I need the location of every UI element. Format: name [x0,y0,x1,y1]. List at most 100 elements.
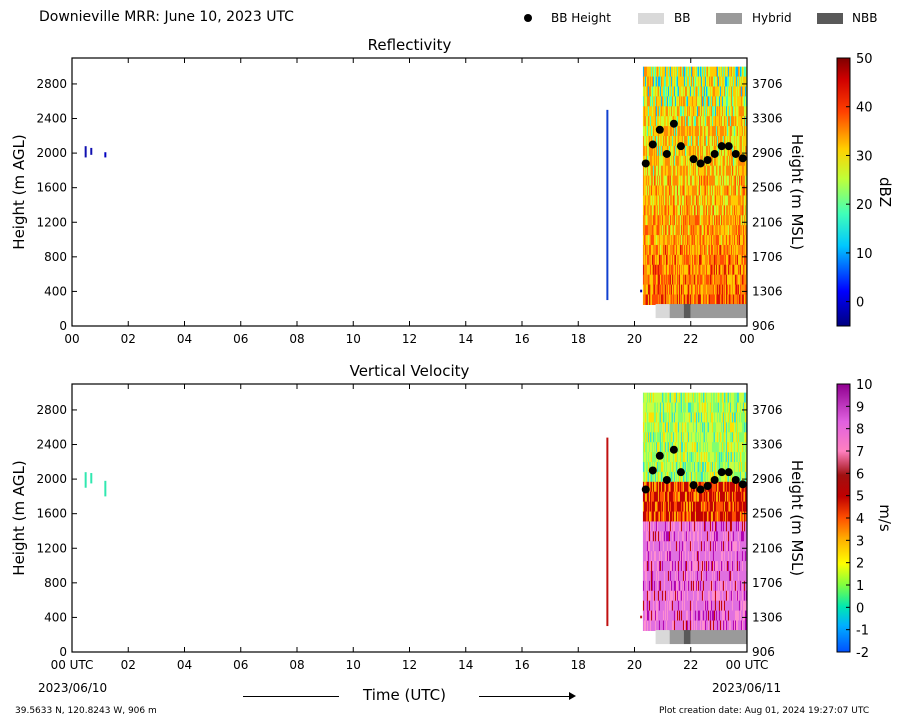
field-cell [662,145,664,157]
field-cell [692,235,694,246]
field-cell [733,274,735,286]
field-cell [716,126,718,137]
field-cell [666,284,668,296]
field-cell [697,620,699,631]
field-cell [696,264,698,276]
field-cell [733,165,735,177]
field-cell [648,175,650,187]
field-cell [678,155,680,167]
field-cell [688,195,690,206]
field-cell [692,145,694,157]
field-cell [656,195,658,206]
field-cell [692,76,694,88]
field-cell [649,244,651,256]
field-cell [724,264,726,276]
field-cell [680,580,682,592]
field-cell [714,244,716,256]
field-cell [706,461,708,473]
field-cell [712,175,714,187]
field-cell [697,461,699,473]
field-cell [645,491,647,503]
field-cell [669,452,671,463]
field-cell [665,235,667,246]
field-cell [708,205,710,216]
field-cell [710,561,712,572]
field-cell [665,392,667,404]
field-cell [688,244,690,256]
field-cell [695,66,697,78]
field-cell [721,66,723,78]
field-cell [656,215,658,226]
field-cell [692,491,694,503]
field-cell [732,570,734,582]
field-cell [744,422,746,433]
field-cell [735,135,737,147]
field-cell [645,145,647,157]
field-cell [684,501,686,513]
field-cell [717,392,719,404]
field-cell [672,86,674,97]
field-cell [687,244,689,256]
field-cell [669,195,671,206]
field-cell [704,66,706,78]
field-cell [691,86,693,97]
field-cell [692,501,694,513]
field-cell [662,254,664,266]
field-cell [737,96,739,107]
field-cell [725,570,727,582]
field-cell [735,511,737,523]
field-cell [728,76,730,88]
field-cell [651,106,653,117]
field-cell [663,185,665,197]
field-cell [721,551,723,562]
field-cell [744,175,746,187]
field-cell [656,432,658,443]
field-cell [718,481,720,493]
field-cell [661,412,663,423]
field-cell [724,254,726,266]
field-cell [709,284,711,296]
field-cell [650,175,652,187]
field-cell [656,135,658,147]
field-cell [725,590,727,602]
field-cell [655,185,657,197]
field-cell [653,185,655,197]
field-cell [654,254,656,266]
field-cell [651,511,653,523]
field-cell [649,215,651,226]
field-cell [656,402,658,414]
field-cell [725,294,727,305]
field-cell [719,294,721,305]
field-cell [711,531,713,542]
field-cell [736,501,738,513]
field-cell [711,235,713,246]
field-cell [695,432,697,443]
field-cell [730,620,732,631]
field-cell [683,165,685,177]
field-cell [648,165,650,177]
field-cell [643,412,645,423]
field-cell [715,294,717,305]
field-cell [674,620,676,631]
field-cell [743,610,745,622]
field-cell [697,580,699,592]
field-cell [682,570,684,582]
field-cell [650,521,652,532]
field-cell [658,76,660,88]
field-cell [721,620,723,631]
field-cell [719,165,721,177]
field-cell [659,195,661,206]
field-cell [681,432,683,443]
field-cell [658,600,660,612]
field-cell [670,501,672,513]
field-cell [665,461,667,473]
field-cell [664,501,666,513]
field-cell [731,511,733,523]
field-cell [646,215,648,226]
field-cell [709,66,711,78]
field-cell [724,501,726,513]
field-cell [733,116,735,127]
field-cell [744,135,746,147]
field-cell [657,620,659,631]
field-cell [679,225,681,236]
